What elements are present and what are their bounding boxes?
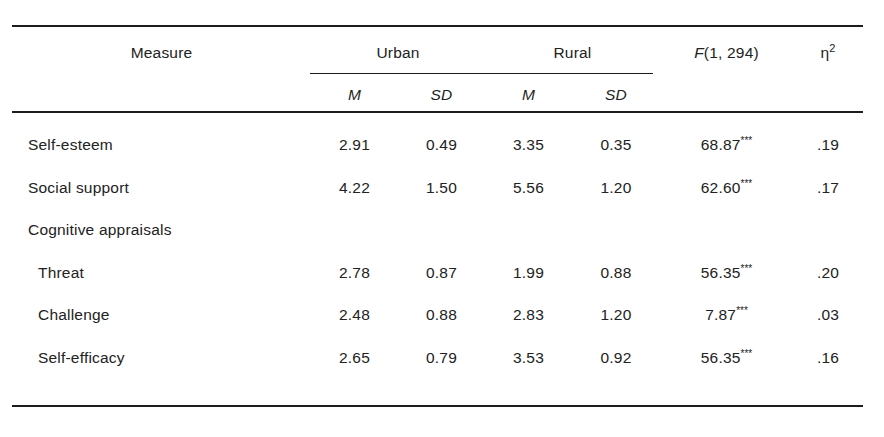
column-group-urban: Urban bbox=[311, 44, 485, 62]
urban-sd-value: 0.87 bbox=[398, 264, 485, 282]
urban-mean-value: 2.78 bbox=[311, 264, 398, 282]
column-header-urban-mean: M bbox=[311, 86, 398, 104]
row-label-threat: Threat bbox=[12, 264, 311, 282]
eta-squared-value: .16 bbox=[793, 349, 863, 367]
column-header-urban-sd: SD bbox=[398, 86, 485, 104]
table-header-stats: M SD M SD bbox=[12, 73, 863, 113]
eta-squared-value: .19 bbox=[793, 136, 863, 154]
f-value: 56.35*** bbox=[660, 349, 793, 367]
significance-asterisks: *** bbox=[741, 348, 753, 359]
rural-mean-value: 1.99 bbox=[485, 264, 572, 282]
table-row: Challenge 2.48 0.88 2.83 1.20 7.87*** .0… bbox=[12, 294, 863, 337]
column-group-rural: Rural bbox=[485, 44, 660, 62]
table-row: Social support 4.22 1.50 5.56 1.20 62.60… bbox=[12, 167, 863, 210]
f-value: 7.87*** bbox=[660, 306, 793, 324]
table-body: Self-esteem 2.91 0.49 3.35 0.35 68.87***… bbox=[12, 113, 863, 405]
urban-sd-value: 0.49 bbox=[398, 136, 485, 154]
table-header-groups: Measure Urban Rural F(1, 294) η2 bbox=[12, 27, 863, 73]
rural-mean-value: 3.35 bbox=[485, 136, 572, 154]
column-header-f-statistic: F(1, 294) bbox=[660, 44, 793, 62]
urban-sd-value: 1.50 bbox=[398, 179, 485, 197]
eta-squared-value: .03 bbox=[793, 306, 863, 324]
row-label-challenge: Challenge bbox=[12, 306, 311, 324]
rural-sd-value: 0.88 bbox=[572, 264, 660, 282]
eta-squared-value: .20 bbox=[793, 264, 863, 282]
anova-results-table: Measure Urban Rural F(1, 294) η2 M SD M … bbox=[12, 25, 863, 407]
urban-sd-value: 0.79 bbox=[398, 349, 485, 367]
eta-squared-value: .17 bbox=[793, 179, 863, 197]
section-label-cognitive-appraisals: Cognitive appraisals bbox=[12, 221, 311, 239]
column-header-eta-squared: η2 bbox=[793, 44, 863, 62]
rural-sd-value: 0.35 bbox=[572, 136, 660, 154]
rural-sd-value: 1.20 bbox=[572, 179, 660, 197]
rural-mean-value: 2.83 bbox=[485, 306, 572, 324]
significance-asterisks: *** bbox=[741, 135, 753, 146]
rural-mean-value: 5.56 bbox=[485, 179, 572, 197]
f-value: 68.87*** bbox=[660, 136, 793, 154]
urban-mean-value: 2.91 bbox=[311, 136, 398, 154]
f-value: 62.60*** bbox=[660, 179, 793, 197]
rural-mean-value: 3.53 bbox=[485, 349, 572, 367]
table-row: Self-esteem 2.91 0.49 3.35 0.35 68.87***… bbox=[12, 124, 863, 167]
column-header-rural-sd: SD bbox=[572, 86, 660, 104]
column-header-rural-mean: M bbox=[485, 86, 572, 104]
table-row: Threat 2.78 0.87 1.99 0.88 56.35*** .20 bbox=[12, 252, 863, 295]
table-row: Self-efficacy 2.65 0.79 3.53 0.92 56.35*… bbox=[12, 337, 863, 380]
significance-asterisks: *** bbox=[741, 263, 753, 274]
urban-mean-value: 4.22 bbox=[311, 179, 398, 197]
f-value: 56.35*** bbox=[660, 264, 793, 282]
group-spanner-rule bbox=[310, 73, 653, 74]
significance-asterisks: *** bbox=[736, 305, 748, 316]
urban-sd-value: 0.88 bbox=[398, 306, 485, 324]
row-label-self-esteem: Self-esteem bbox=[12, 136, 311, 154]
row-label-self-efficacy: Self-efficacy bbox=[12, 349, 311, 367]
table-section-row: Cognitive appraisals bbox=[12, 209, 863, 252]
urban-mean-value: 2.48 bbox=[311, 306, 398, 324]
urban-mean-value: 2.65 bbox=[311, 349, 398, 367]
rural-sd-value: 1.20 bbox=[572, 306, 660, 324]
significance-asterisks: *** bbox=[741, 178, 753, 189]
column-header-measure: Measure bbox=[12, 44, 311, 62]
rural-sd-value: 0.92 bbox=[572, 349, 660, 367]
row-label-social-support: Social support bbox=[12, 179, 311, 197]
